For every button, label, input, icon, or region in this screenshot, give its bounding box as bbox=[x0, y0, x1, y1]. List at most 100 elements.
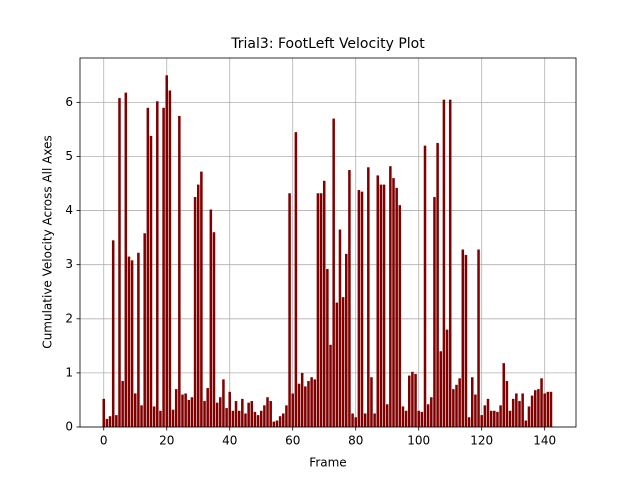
bar bbox=[363, 413, 367, 427]
bar bbox=[370, 377, 373, 427]
bar bbox=[111, 240, 115, 427]
bar bbox=[256, 415, 260, 427]
y-tick-label: 3 bbox=[65, 257, 73, 271]
bar bbox=[439, 351, 443, 427]
bar bbox=[115, 415, 118, 427]
bar bbox=[433, 197, 436, 427]
bar bbox=[181, 394, 184, 427]
bar bbox=[335, 302, 339, 427]
bar bbox=[401, 406, 405, 427]
bar bbox=[379, 184, 383, 427]
bar bbox=[247, 402, 250, 427]
bar bbox=[332, 118, 335, 428]
bar bbox=[464, 254, 468, 427]
bar bbox=[348, 169, 351, 427]
bar bbox=[389, 166, 392, 427]
chart-title: Trial3: FootLeft Velocity Plot bbox=[230, 36, 425, 52]
bar bbox=[316, 193, 320, 427]
x-axis-label: Frame bbox=[309, 456, 346, 470]
bar bbox=[266, 397, 269, 427]
bar bbox=[206, 388, 209, 427]
bar bbox=[436, 142, 439, 428]
bar bbox=[546, 391, 550, 427]
bar bbox=[395, 187, 398, 427]
bar bbox=[174, 389, 178, 427]
bar bbox=[537, 389, 540, 427]
bar bbox=[549, 391, 553, 427]
bar bbox=[458, 378, 461, 427]
bar bbox=[493, 410, 496, 427]
bar bbox=[285, 405, 288, 427]
x-tick-label: 40 bbox=[222, 434, 237, 448]
bar bbox=[511, 398, 515, 427]
bar bbox=[452, 389, 455, 427]
bar bbox=[322, 180, 326, 427]
bar bbox=[140, 405, 143, 427]
bar bbox=[162, 107, 165, 427]
bar bbox=[313, 379, 317, 427]
bar bbox=[269, 401, 272, 427]
bar bbox=[282, 413, 285, 427]
x-tick-label: 100 bbox=[407, 434, 430, 448]
y-tick-label: 5 bbox=[65, 149, 73, 163]
bar bbox=[241, 398, 244, 427]
bar bbox=[272, 421, 276, 427]
bar bbox=[502, 363, 506, 427]
bar bbox=[411, 371, 414, 427]
bar bbox=[404, 410, 408, 427]
bar bbox=[414, 373, 417, 427]
bar bbox=[250, 401, 254, 427]
bar bbox=[442, 99, 446, 428]
bar bbox=[291, 393, 294, 427]
bar bbox=[527, 406, 531, 427]
bar bbox=[518, 401, 521, 427]
bar bbox=[354, 417, 357, 427]
bar bbox=[253, 411, 257, 427]
bar bbox=[196, 184, 200, 427]
bar bbox=[408, 375, 411, 427]
bar bbox=[310, 377, 313, 427]
bar bbox=[505, 381, 509, 427]
y-tick-label: 6 bbox=[65, 95, 73, 109]
bar bbox=[215, 402, 219, 427]
y-tick-label: 0 bbox=[65, 420, 73, 434]
bar bbox=[508, 410, 512, 427]
bar bbox=[483, 405, 487, 427]
bar bbox=[382, 184, 386, 427]
bar bbox=[417, 410, 420, 427]
x-tick-label: 80 bbox=[348, 434, 363, 448]
bar bbox=[297, 383, 301, 427]
bar bbox=[212, 232, 216, 427]
bar bbox=[234, 401, 238, 427]
bar bbox=[288, 193, 291, 427]
bar bbox=[530, 395, 534, 427]
bar bbox=[143, 233, 146, 427]
bar bbox=[178, 115, 181, 428]
bar bbox=[521, 393, 524, 427]
bar bbox=[259, 410, 263, 427]
bar bbox=[146, 107, 150, 427]
bar bbox=[124, 92, 128, 427]
bar bbox=[398, 205, 402, 427]
bar bbox=[219, 397, 222, 427]
bar bbox=[351, 413, 354, 427]
bar bbox=[338, 229, 342, 427]
bar bbox=[108, 416, 112, 427]
bar bbox=[171, 409, 175, 427]
y-tick-label: 2 bbox=[65, 311, 73, 325]
bar bbox=[168, 90, 172, 427]
bar bbox=[533, 390, 537, 427]
bar bbox=[187, 399, 191, 427]
bar bbox=[540, 378, 543, 427]
bar bbox=[193, 197, 197, 427]
bar bbox=[225, 408, 228, 427]
bar bbox=[130, 260, 134, 427]
bar bbox=[278, 416, 282, 427]
bar bbox=[496, 411, 499, 427]
bar bbox=[543, 393, 546, 427]
bar bbox=[461, 249, 465, 427]
bar bbox=[329, 344, 332, 427]
bar bbox=[426, 404, 430, 427]
bar bbox=[300, 372, 304, 427]
